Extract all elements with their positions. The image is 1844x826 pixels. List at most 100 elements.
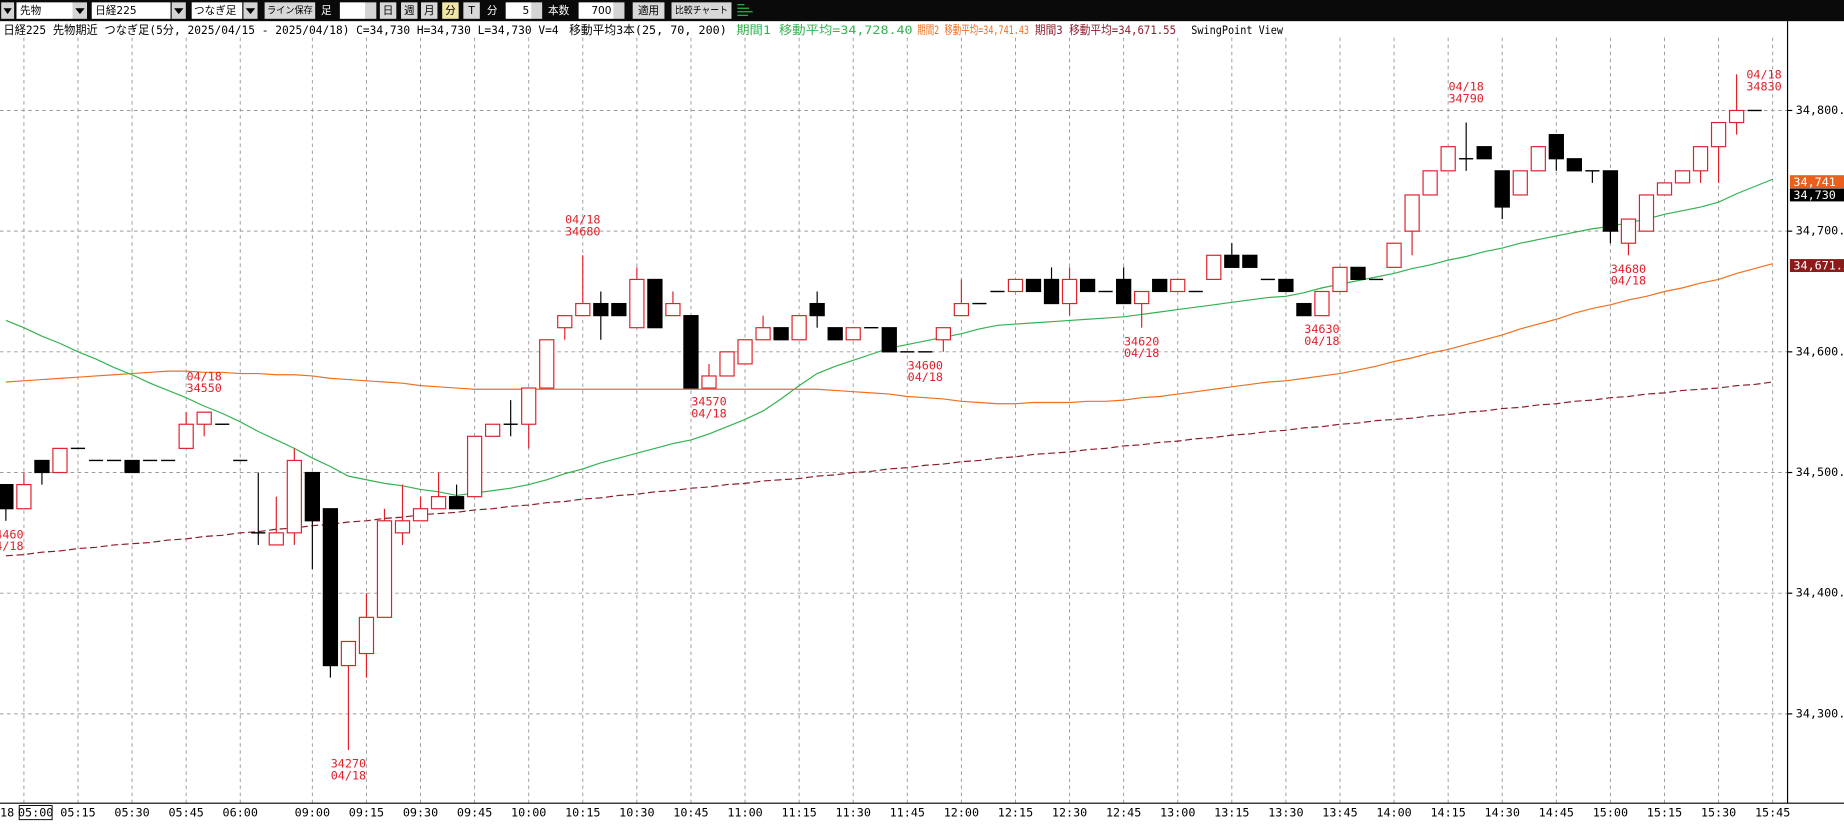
x-tick-label: 15:30 <box>1701 806 1736 820</box>
candle-body <box>1512 170 1528 196</box>
candle-body <box>557 315 573 329</box>
candle-body <box>665 302 681 317</box>
swing-date: 04/18 <box>1304 334 1339 348</box>
candle-body <box>1296 302 1312 317</box>
candle-body <box>1422 170 1438 196</box>
moving-average-line <box>5 263 1773 405</box>
x-tick-label: 05:45 <box>168 806 203 820</box>
compare-button[interactable] <box>671 2 732 19</box>
x-tick-label: 10:15 <box>565 806 600 820</box>
candle-body <box>737 339 753 365</box>
x-tick-label: 05:15 <box>60 806 95 820</box>
interval-input[interactable] <box>505 2 532 19</box>
swing-date: 04/18 <box>1124 346 1159 360</box>
candle-body <box>1620 218 1637 244</box>
candle-body <box>286 459 302 534</box>
swing-value: 34620 <box>1124 334 1159 348</box>
x-tick-label: 09:15 <box>349 806 384 820</box>
candle-body <box>485 423 501 437</box>
period-button[interactable] <box>463 2 480 19</box>
legend-entry: 期間1 移動平均=34,728.40 <box>736 23 912 37</box>
swing-date: 04/18 <box>691 406 726 420</box>
spinner[interactable] <box>365 2 377 19</box>
x-tick-label: 05:00 <box>18 806 53 820</box>
x-tick-label: 09:30 <box>403 806 438 820</box>
candle-body <box>593 302 609 317</box>
candle-body <box>827 327 843 341</box>
candle-body <box>935 327 952 341</box>
x-tick-label: 09:45 <box>457 806 492 820</box>
period-text: 月 <box>424 5 435 17</box>
bar-type-select[interactable] <box>191 2 243 19</box>
x-tick-label: 15:45 <box>1755 806 1790 820</box>
spinner[interactable] <box>613 2 625 19</box>
bar-type-text: つなぎ足 <box>194 4 237 17</box>
candle-body <box>304 471 321 522</box>
candle-body <box>1692 146 1709 172</box>
toolbar: 先物 日経225 つなぎ足 ライン保存 足 日 週 月 分 T 分 5 本数 7… <box>0 0 1844 22</box>
market-select[interactable] <box>16 2 73 19</box>
candle-body <box>1079 278 1096 293</box>
candle-body <box>34 459 50 474</box>
swing-date: 04/18 <box>908 370 943 384</box>
period-button[interactable] <box>379 2 397 19</box>
toolbar-bg <box>0 0 1844 22</box>
x-tick-label: 10:00 <box>511 806 546 820</box>
candle-body <box>1476 146 1492 160</box>
swing-date: 04/18 <box>331 768 366 782</box>
x-tick-label: 12:00 <box>944 806 979 820</box>
candle-body <box>0 483 14 510</box>
count-input[interactable] <box>578 2 614 19</box>
arrow-icon <box>3 8 12 15</box>
period-button-active[interactable] <box>442 2 459 19</box>
compare-text: 比較チャート <box>675 5 728 17</box>
swing-value: 34570 <box>691 395 726 409</box>
price-marker-label: 34,730 <box>1793 188 1835 202</box>
save-button[interactable] <box>264 2 316 19</box>
apply-button[interactable] <box>632 2 665 19</box>
candle-body <box>1494 170 1510 208</box>
candle-body <box>124 459 140 474</box>
plot-area: 34,300. 34,400. 34,500. 34,600. 34,700. 34,80… <box>0 21 1844 821</box>
candle-body <box>881 327 897 353</box>
candle-body <box>629 278 645 329</box>
candle-body <box>1043 278 1060 305</box>
period-button[interactable] <box>421 2 438 19</box>
arrow-icon <box>245 8 256 15</box>
candle-body <box>1152 278 1168 293</box>
ashi-input[interactable] <box>339 2 366 19</box>
period-button[interactable] <box>401 2 418 19</box>
candle-body <box>719 351 735 377</box>
candle-body <box>1278 278 1294 293</box>
candle-body <box>1674 170 1691 184</box>
swing-value: 34550 <box>187 381 222 395</box>
candle-body <box>1440 146 1456 172</box>
candle-body <box>1206 254 1222 281</box>
swing-date: 04/18 <box>1746 68 1781 82</box>
candle-body <box>1566 158 1582 172</box>
x-tick-label: 12:45 <box>1106 806 1141 820</box>
candle-body <box>647 278 663 329</box>
swing-value: 34680 <box>565 224 600 238</box>
swing-date: 04/18 <box>0 539 24 553</box>
instrument-select[interactable] <box>91 2 171 19</box>
swing-value: 34460 <box>0 527 24 541</box>
spinner[interactable] <box>531 2 543 19</box>
count-text: 700 <box>591 5 611 17</box>
candle-body <box>178 423 194 449</box>
y-tick-label: 34,600. <box>1796 344 1844 358</box>
candle-body <box>791 315 807 341</box>
candle-body <box>1728 109 1745 124</box>
candle-body <box>539 339 555 389</box>
instrument-text: 日経225 <box>95 4 136 17</box>
arrow-icon <box>174 8 184 15</box>
x-tick-label: 14:00 <box>1376 806 1411 820</box>
chart-icon[interactable] <box>737 4 753 16</box>
candle-body <box>1025 278 1042 293</box>
candle-body <box>773 327 789 341</box>
x-tick-label: 11:45 <box>890 806 925 820</box>
candle-body <box>1007 278 1024 293</box>
candle-body <box>1350 266 1366 281</box>
